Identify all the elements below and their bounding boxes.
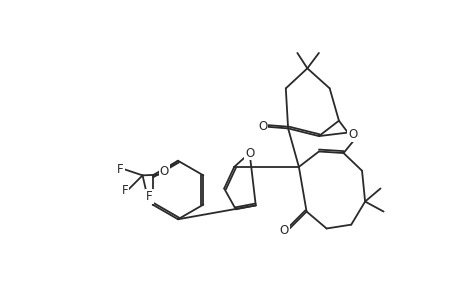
Text: O: O <box>257 120 267 134</box>
Text: O: O <box>347 128 357 141</box>
Text: F: F <box>117 164 123 176</box>
Text: O: O <box>245 146 254 160</box>
Text: O: O <box>159 165 168 178</box>
Text: F: F <box>121 184 128 197</box>
Text: O: O <box>279 224 288 236</box>
Text: F: F <box>146 190 152 203</box>
